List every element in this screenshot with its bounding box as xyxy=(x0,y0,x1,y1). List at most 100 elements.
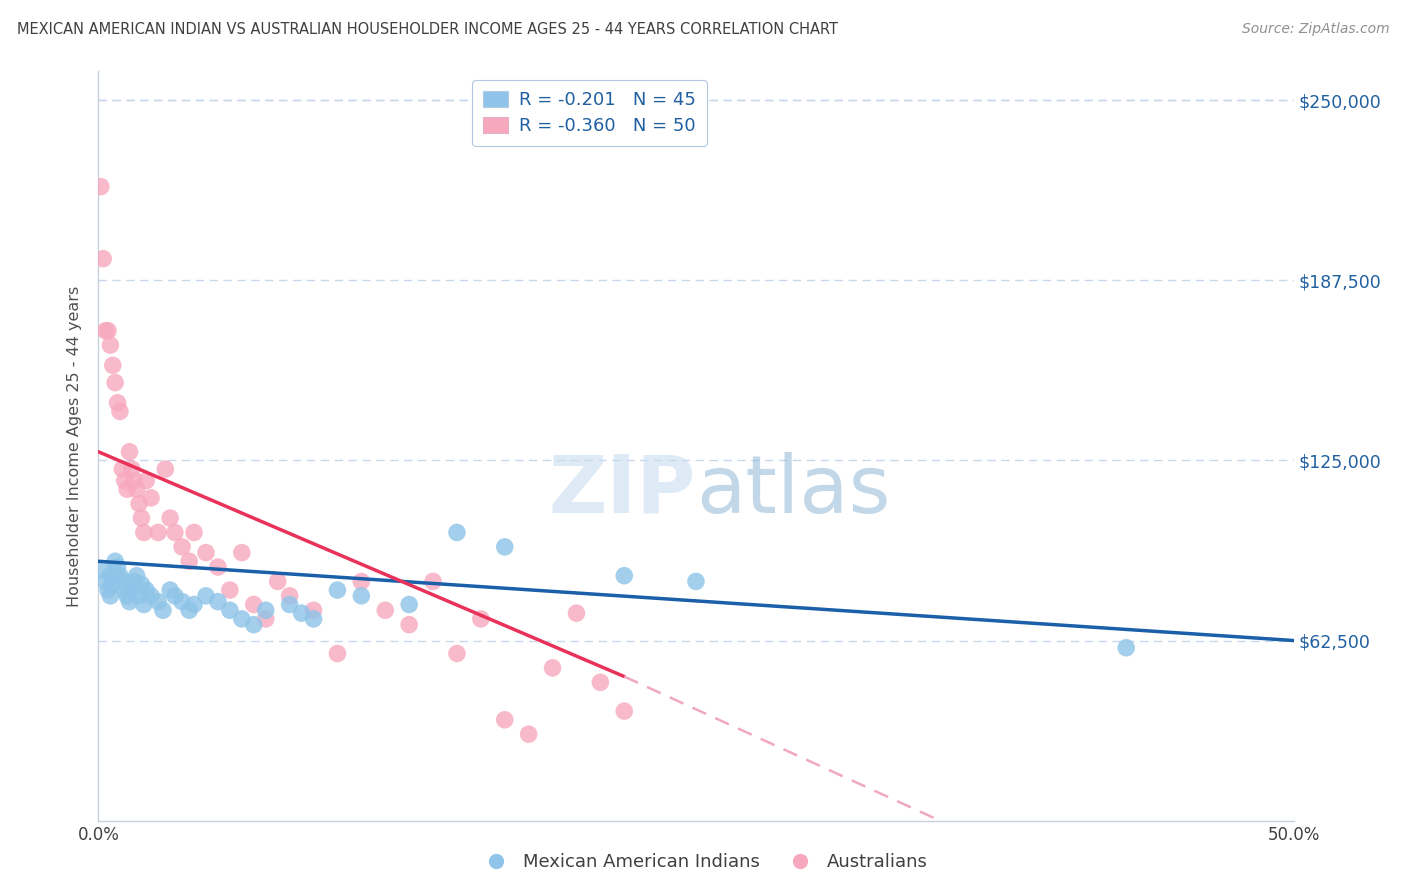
Point xyxy=(541,661,564,675)
Point xyxy=(172,594,194,608)
Point xyxy=(139,589,162,603)
Point xyxy=(219,583,242,598)
Point xyxy=(118,594,141,608)
Point xyxy=(302,612,325,626)
Y-axis label: Householder Income Ages 25 - 44 years: Householder Income Ages 25 - 44 years xyxy=(67,285,83,607)
Point xyxy=(422,574,444,589)
Point xyxy=(152,603,174,617)
Point xyxy=(131,577,153,591)
Point xyxy=(121,462,143,476)
Legend: R = -0.201   N = 45, R = -0.360   N = 50: R = -0.201 N = 45, R = -0.360 N = 50 xyxy=(472,80,707,145)
Point xyxy=(148,525,170,540)
Point xyxy=(128,497,150,511)
Point xyxy=(446,525,468,540)
Point xyxy=(101,359,124,373)
Point xyxy=(94,324,117,338)
Point xyxy=(111,462,134,476)
Point xyxy=(1115,640,1137,655)
Point xyxy=(159,583,181,598)
Point xyxy=(135,474,157,488)
Point xyxy=(302,603,325,617)
Point xyxy=(494,713,516,727)
Point xyxy=(183,598,205,612)
Point xyxy=(243,617,266,632)
Point xyxy=(267,574,290,589)
Point xyxy=(108,568,131,582)
Point xyxy=(155,462,177,476)
Point xyxy=(111,574,134,589)
Point xyxy=(231,612,253,626)
Point xyxy=(219,603,242,617)
Point xyxy=(107,396,129,410)
Point xyxy=(195,546,218,560)
Point xyxy=(589,675,612,690)
Point xyxy=(98,568,122,582)
Point xyxy=(207,594,229,608)
Point xyxy=(172,540,194,554)
Point xyxy=(125,568,148,582)
Point xyxy=(135,583,157,598)
Text: atlas: atlas xyxy=(696,452,890,530)
Point xyxy=(90,179,112,194)
Point xyxy=(278,598,301,612)
Point xyxy=(98,338,122,352)
Text: ZIP: ZIP xyxy=(548,452,696,530)
Point xyxy=(124,474,146,488)
Point xyxy=(278,589,301,603)
Point xyxy=(114,583,136,598)
Legend: Mexican American Indians, Australians: Mexican American Indians, Australians xyxy=(471,847,935,879)
Point xyxy=(179,603,201,617)
Point xyxy=(104,376,127,390)
Point xyxy=(398,617,420,632)
Point xyxy=(291,606,314,620)
Point xyxy=(231,546,253,560)
Point xyxy=(131,511,153,525)
Point xyxy=(163,525,186,540)
Point xyxy=(254,612,277,626)
Point xyxy=(685,574,707,589)
Point xyxy=(398,598,420,612)
Point xyxy=(183,525,205,540)
Point xyxy=(91,563,114,577)
Point xyxy=(104,554,127,568)
Point xyxy=(374,603,396,617)
Point xyxy=(350,574,373,589)
Point xyxy=(243,598,266,612)
Point xyxy=(128,589,150,603)
Point xyxy=(107,560,129,574)
Text: Source: ZipAtlas.com: Source: ZipAtlas.com xyxy=(1241,22,1389,37)
Text: MEXICAN AMERICAN INDIAN VS AUSTRALIAN HOUSEHOLDER INCOME AGES 25 - 44 YEARS CORR: MEXICAN AMERICAN INDIAN VS AUSTRALIAN HO… xyxy=(17,22,838,37)
Point xyxy=(125,482,148,496)
Point xyxy=(98,589,122,603)
Point xyxy=(326,647,349,661)
Point xyxy=(613,704,636,718)
Point xyxy=(132,525,155,540)
Point xyxy=(124,574,146,589)
Point xyxy=(97,583,120,598)
Point xyxy=(207,560,229,574)
Point xyxy=(94,574,117,589)
Point xyxy=(97,324,120,338)
Point xyxy=(132,598,155,612)
Point xyxy=(254,603,277,617)
Point xyxy=(118,444,141,458)
Point xyxy=(326,583,349,598)
Point xyxy=(350,589,373,603)
Point xyxy=(121,583,143,598)
Point xyxy=(179,554,201,568)
Point xyxy=(517,727,540,741)
Point xyxy=(494,540,516,554)
Point xyxy=(163,589,186,603)
Point xyxy=(108,404,131,418)
Point xyxy=(101,577,124,591)
Point xyxy=(115,482,138,496)
Point xyxy=(613,568,636,582)
Point xyxy=(148,594,170,608)
Point xyxy=(470,612,492,626)
Point xyxy=(159,511,181,525)
Point xyxy=(115,589,138,603)
Point xyxy=(114,474,136,488)
Point xyxy=(91,252,114,266)
Point xyxy=(565,606,588,620)
Point xyxy=(195,589,218,603)
